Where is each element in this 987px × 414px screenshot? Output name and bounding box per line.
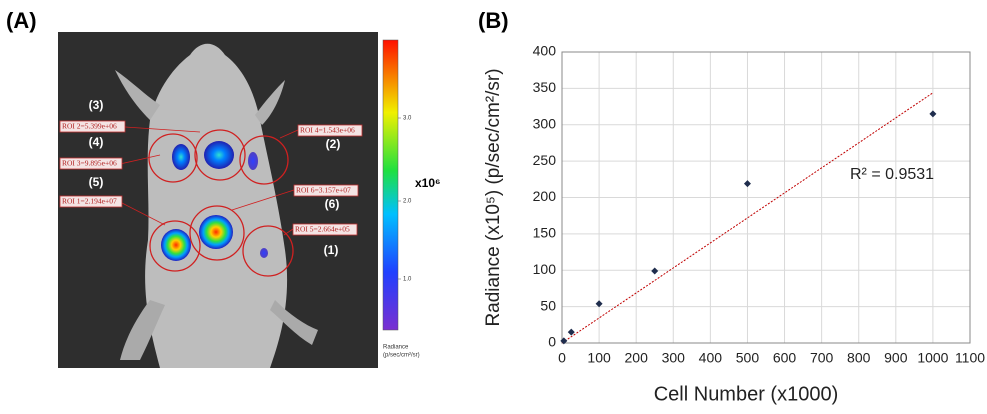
y-tick-label: 100 bbox=[533, 261, 557, 277]
roi-box bbox=[292, 223, 358, 236]
annotation: R² = 0.9531 bbox=[850, 166, 934, 183]
colorbar-title: Radiance bbox=[383, 345, 409, 351]
roi-circle bbox=[239, 135, 289, 185]
roi-label: ROI 6=3.157e+07 bbox=[296, 186, 351, 195]
roi-label: ROI 4=1.543e+06 bbox=[300, 126, 355, 135]
x-tick-label: 700 bbox=[810, 350, 834, 366]
data-point bbox=[651, 267, 659, 275]
x-tick-label: 600 bbox=[773, 350, 797, 366]
data-point bbox=[560, 337, 568, 345]
signal bbox=[204, 141, 234, 169]
colorbar bbox=[382, 39, 399, 331]
signal bbox=[260, 248, 268, 258]
x-tick-label: 0 bbox=[558, 350, 566, 366]
roi-label: ROI 3=9.895e+06 bbox=[62, 159, 117, 168]
y-tick-label: 200 bbox=[533, 188, 557, 204]
site-label: (6) bbox=[325, 197, 340, 211]
roi-box bbox=[59, 120, 126, 133]
y-tick-label: 150 bbox=[533, 225, 557, 241]
roi-label: ROI 2=5.399e+06 bbox=[62, 122, 117, 131]
roi-box bbox=[59, 157, 123, 170]
roi-box bbox=[59, 195, 123, 208]
y-tick-label: 0 bbox=[548, 334, 556, 350]
roi-box bbox=[293, 184, 359, 197]
roi-circle bbox=[189, 205, 245, 261]
x-tick-label: 900 bbox=[884, 350, 908, 366]
trendline bbox=[561, 92, 934, 344]
colorbar-tick-label: 2.0 bbox=[403, 199, 412, 205]
data-point bbox=[743, 180, 751, 188]
x-tick-label: 1000 bbox=[917, 350, 948, 366]
signal bbox=[172, 144, 190, 170]
roi-label: ROI 1=2.194e+07 bbox=[62, 197, 117, 206]
mouse-paw bbox=[115, 70, 160, 120]
panel-label: (B) bbox=[478, 8, 509, 33]
scatter-chart: 0 50 100 150 200 250 300 350 400 0 100 200 300 400 500… bbox=[483, 43, 985, 406]
site-label: (2) bbox=[326, 137, 341, 151]
x-tick-label: 400 bbox=[699, 350, 723, 366]
colorbar-scale: x10⁶ bbox=[415, 176, 441, 190]
data-point bbox=[929, 110, 937, 118]
roi-circle bbox=[149, 220, 201, 272]
data-point bbox=[595, 300, 603, 308]
y-tick-label: 300 bbox=[533, 115, 557, 131]
signal bbox=[199, 215, 233, 249]
roi-box bbox=[297, 124, 363, 137]
site-labels: (3) (4) (5) (2) (6) (1) bbox=[89, 98, 341, 257]
y-tick-label: 350 bbox=[533, 79, 557, 95]
y-tick-label: 50 bbox=[540, 297, 556, 313]
plot-frame bbox=[561, 51, 971, 344]
y-tick-label: 400 bbox=[533, 43, 557, 59]
x-tick-label: 200 bbox=[625, 350, 649, 366]
colorbar-ticks: 3.0 2.0 1.0 bbox=[398, 116, 412, 283]
roi-leaders bbox=[119, 126, 299, 236]
colorbar-unit: (p/sec/cm²/sr) bbox=[383, 353, 420, 359]
x-tick-label: 100 bbox=[587, 350, 611, 366]
x-tick-label: 500 bbox=[736, 350, 760, 366]
site-label: (4) bbox=[89, 135, 104, 149]
mouse-paw bbox=[255, 80, 285, 125]
site-label: (1) bbox=[324, 243, 339, 257]
y-tick-label: 250 bbox=[533, 152, 557, 168]
roi-circle bbox=[194, 129, 246, 181]
roi-label: ROI 5=2.664e+05 bbox=[295, 225, 350, 234]
panel-label: (A) bbox=[6, 8, 37, 33]
mouse-leg bbox=[120, 300, 165, 360]
mouse-leg bbox=[270, 300, 318, 345]
data-point bbox=[567, 328, 575, 336]
signal bbox=[248, 152, 258, 170]
photo-panel bbox=[58, 32, 378, 368]
roi-circle bbox=[242, 225, 294, 277]
roi-circle bbox=[148, 133, 198, 183]
x-tick-label: 1100 bbox=[955, 350, 985, 366]
roi-labels: ROI 2=5.399e+06 ROI 4=1.543e+06 ROI 3=9.89… bbox=[59, 120, 363, 236]
y-axis-label: Radiance (x10⁵) (p/sec/cm²/sr) bbox=[483, 68, 504, 326]
roi-circles bbox=[148, 129, 294, 277]
x-tick-label: 300 bbox=[662, 350, 686, 366]
signal bbox=[161, 229, 191, 261]
colorbar-tick-label: 1.0 bbox=[403, 277, 412, 283]
x-axis-label: Cell Number (x1000) bbox=[654, 383, 839, 405]
site-label: (3) bbox=[89, 98, 104, 112]
x-tick-label: 800 bbox=[847, 350, 871, 366]
site-label: (5) bbox=[89, 175, 104, 189]
colorbar-tick-label: 3.0 bbox=[403, 116, 412, 122]
